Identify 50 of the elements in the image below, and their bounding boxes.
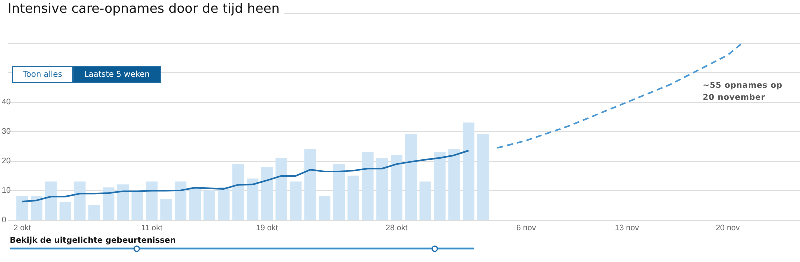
x-tick-label: 19 okt bbox=[256, 223, 279, 232]
bar bbox=[290, 182, 302, 220]
bar bbox=[218, 188, 230, 220]
x-tick-label: 20 nov bbox=[716, 223, 740, 232]
y-tick-label: 40 bbox=[2, 98, 12, 107]
bar bbox=[362, 152, 374, 220]
bar bbox=[60, 202, 72, 220]
bar bbox=[333, 164, 346, 220]
bar bbox=[448, 149, 460, 220]
bar bbox=[434, 152, 446, 220]
bar bbox=[462, 122, 475, 220]
bar bbox=[30, 196, 43, 220]
bar bbox=[74, 182, 86, 220]
bar bbox=[276, 158, 288, 220]
bar bbox=[420, 182, 432, 220]
bar bbox=[261, 166, 274, 220]
bar bbox=[232, 164, 244, 220]
bar bbox=[376, 158, 388, 220]
bar bbox=[304, 149, 316, 220]
bar bbox=[477, 134, 490, 220]
bar bbox=[405, 134, 418, 220]
chart-title: Intensive care-opnames door de tijd heen bbox=[8, 2, 284, 17]
bar bbox=[246, 178, 259, 220]
bar bbox=[174, 182, 187, 220]
bar bbox=[189, 188, 202, 220]
annotation: Toon alles bbox=[12, 66, 74, 83]
bar bbox=[318, 196, 331, 220]
bar bbox=[146, 182, 158, 220]
x-tick-label: 6 nov bbox=[516, 223, 536, 232]
bar bbox=[102, 188, 115, 220]
text: Bekijk de uitgelichte gebeurtenissen bbox=[10, 236, 176, 245]
bar bbox=[160, 199, 172, 220]
bar bbox=[132, 190, 144, 220]
bar bbox=[45, 182, 58, 220]
bar bbox=[348, 176, 360, 220]
bar bbox=[16, 196, 28, 220]
annotation: ~55 opnames op 20 november bbox=[703, 80, 783, 104]
bar bbox=[390, 155, 403, 220]
bar bbox=[88, 205, 100, 220]
x-tick-label: 28 okt bbox=[386, 223, 408, 232]
x-tick-label: 13 nov bbox=[615, 223, 640, 232]
y-tick-label: 0 bbox=[2, 216, 7, 225]
x-tick-label: 2 okt bbox=[14, 223, 32, 232]
bar bbox=[117, 184, 130, 220]
annotation: Laatste 5 weken bbox=[73, 66, 161, 83]
y-tick-label: 20 bbox=[2, 156, 12, 166]
y-tick-label: 30 bbox=[2, 127, 12, 136]
x-tick-label: 11 okt bbox=[141, 223, 164, 232]
y-tick-label: 10 bbox=[2, 186, 12, 196]
bar bbox=[204, 190, 216, 220]
